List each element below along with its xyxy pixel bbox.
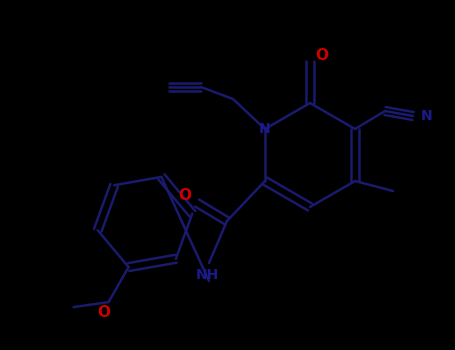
Text: O: O xyxy=(178,188,192,203)
Text: NH: NH xyxy=(195,268,218,282)
Text: N: N xyxy=(421,109,433,123)
Text: N: N xyxy=(259,122,271,136)
Text: O: O xyxy=(315,49,329,63)
Text: O: O xyxy=(97,304,110,320)
